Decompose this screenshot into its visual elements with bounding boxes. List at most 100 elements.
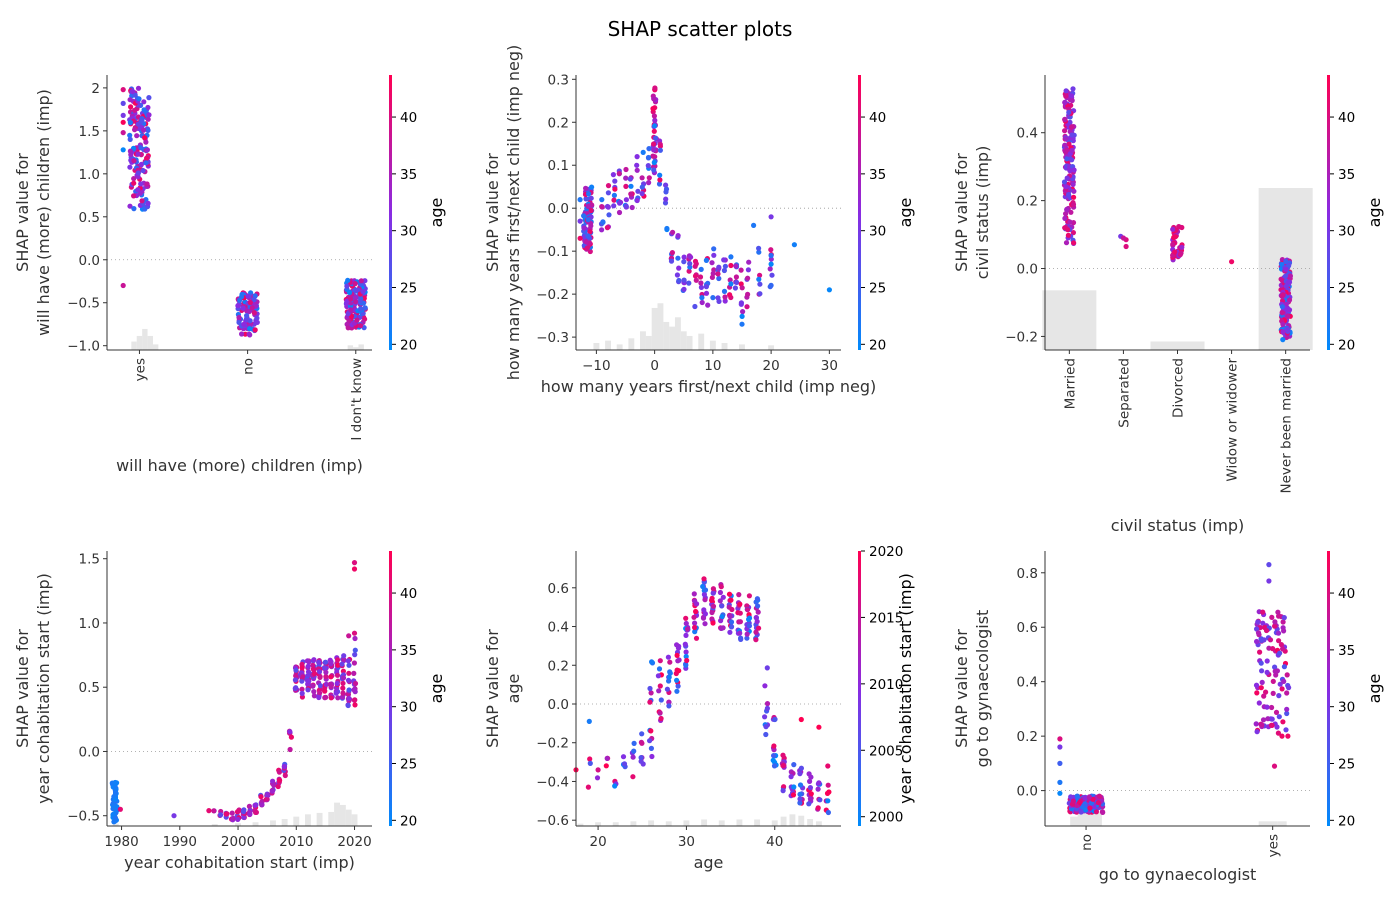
data-point	[235, 816, 241, 823]
y-tick-label: 1.0	[79, 616, 100, 632]
data-point	[739, 321, 745, 327]
data-point	[305, 669, 312, 675]
data-point	[1123, 243, 1129, 250]
data-point	[719, 613, 725, 620]
x-tick-label: Married	[1062, 358, 1078, 409]
data-point	[585, 217, 591, 223]
data-point	[311, 693, 317, 699]
data-point	[756, 245, 762, 251]
data-point	[239, 331, 245, 337]
data-point	[1275, 609, 1281, 615]
data-point	[351, 566, 358, 572]
data-point	[1071, 167, 1077, 173]
data-point	[699, 295, 705, 301]
data-point	[1263, 689, 1269, 695]
data-point	[1069, 147, 1075, 153]
data-point	[317, 690, 323, 696]
data-point	[113, 790, 119, 796]
histogram-bar	[686, 335, 693, 350]
data-point	[141, 107, 147, 113]
data-point	[825, 763, 831, 769]
data-point	[1258, 685, 1264, 691]
histogram-bar	[304, 814, 311, 826]
data-point	[727, 277, 733, 283]
data-point	[732, 285, 739, 291]
data-point	[711, 246, 717, 252]
data-point	[1063, 184, 1069, 190]
data-point	[287, 729, 293, 735]
data-point	[1268, 722, 1274, 728]
y-tick-label: 0.0	[548, 697, 569, 713]
data-point	[1273, 709, 1280, 716]
data-point	[120, 147, 126, 153]
data-point	[127, 148, 133, 154]
data-point	[1070, 86, 1076, 92]
x-axis-label: age	[694, 853, 724, 872]
histogram-bar	[593, 342, 600, 350]
data-point	[252, 802, 258, 808]
data-point	[764, 665, 770, 671]
data-point	[605, 190, 612, 196]
data-point	[780, 763, 786, 769]
data-point	[1287, 273, 1293, 279]
data-point	[1064, 175, 1070, 181]
y-tick-label: 0.2	[1017, 729, 1038, 745]
data-point	[711, 252, 717, 258]
data-point	[333, 690, 339, 696]
histogram-bar	[328, 811, 335, 826]
data-point	[1259, 637, 1265, 644]
data-point	[594, 775, 601, 781]
data-point	[693, 635, 700, 641]
data-point	[692, 629, 698, 635]
data-point	[683, 649, 689, 655]
data-point	[702, 597, 708, 603]
data-point	[727, 629, 733, 635]
data-point	[638, 755, 644, 761]
y-axis-label: SHAP value for	[13, 629, 32, 748]
histogram-bar	[136, 335, 143, 350]
data-point	[120, 87, 126, 93]
data-point	[667, 659, 673, 665]
data-point	[345, 325, 351, 331]
data-point	[721, 257, 727, 263]
data-point	[1280, 329, 1286, 335]
data-point	[1257, 649, 1263, 655]
data-point	[357, 323, 364, 329]
data-point	[348, 307, 354, 313]
data-point	[686, 268, 692, 274]
data-point	[264, 796, 270, 802]
data-point	[352, 702, 358, 708]
data-point	[299, 690, 305, 697]
colorbar-label: age	[427, 674, 446, 704]
data-point	[1280, 719, 1286, 725]
data-point	[340, 675, 347, 681]
data-point	[587, 756, 593, 762]
data-point	[316, 659, 322, 665]
data-point	[665, 654, 672, 660]
data-point	[253, 809, 259, 816]
data-point	[353, 299, 359, 305]
data-point	[757, 291, 763, 297]
data-point	[816, 724, 822, 730]
data-point	[649, 753, 655, 760]
data-point	[620, 754, 627, 760]
data-point	[692, 273, 699, 279]
data-point	[629, 204, 635, 211]
data-point	[734, 279, 740, 285]
data-point	[346, 662, 352, 668]
data-point	[611, 192, 618, 198]
data-point	[670, 229, 676, 235]
data-point	[230, 815, 236, 821]
x-tick-label: yes	[1266, 834, 1282, 857]
data-point	[127, 132, 133, 138]
y-axis-label: SHAP value for	[952, 629, 971, 748]
data-point	[347, 289, 353, 296]
histogram-bar	[798, 815, 805, 826]
data-point	[1264, 669, 1270, 676]
data-point	[728, 254, 734, 260]
data-point	[744, 631, 750, 637]
histogram-bar	[147, 335, 153, 350]
data-point	[341, 653, 347, 659]
data-point	[146, 95, 152, 101]
data-point	[772, 716, 778, 723]
